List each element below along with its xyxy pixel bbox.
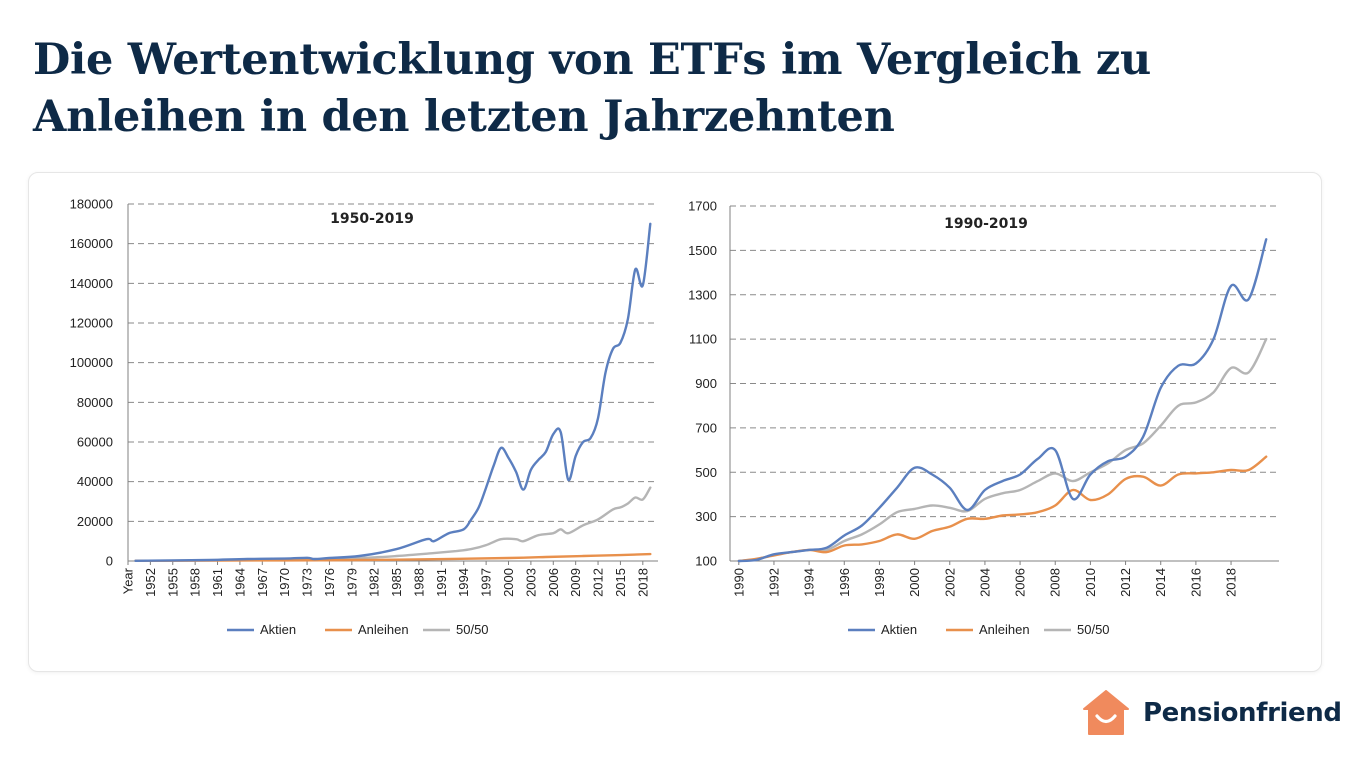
y-tick-label: 1300: [688, 287, 717, 302]
chart-1950-2019: 0 20000 40000 60000 80000 100000 120000 140000 1…: [70, 197, 658, 637]
series-line-aktien: [737, 238, 1268, 563]
x-tick-label: 1991: [434, 568, 449, 597]
y-tick-label: 0: [106, 554, 113, 569]
page-title: Die Wertentwicklung von ETFs im Vergleic…: [33, 35, 1151, 142]
x-tick-label: 1998: [872, 568, 887, 597]
x-tick-label: 1967: [255, 568, 270, 597]
x-tick-label: 1996: [837, 568, 852, 597]
y-tick-label: 60000: [77, 435, 113, 450]
x-tick-label: 1970: [277, 568, 292, 597]
x-tick-label: Year: [121, 567, 136, 594]
x-tick-label: 2008: [1048, 568, 1063, 597]
x-tick-label: 1990: [731, 568, 746, 597]
y-tick-label: 700: [695, 420, 717, 435]
y-tick-label: 100000: [70, 355, 113, 370]
x-tick-label: 2018: [1224, 568, 1239, 597]
brand-name: Pensionfriend: [1143, 698, 1342, 728]
x-tick-label: 1997: [479, 568, 494, 597]
y-tick-label: 900: [695, 376, 717, 391]
x-tick-label: 1958: [188, 568, 203, 597]
x-tick-label: 2015: [613, 568, 628, 597]
y-tick-label: 180000: [70, 197, 113, 212]
y-tick-label: 120000: [70, 316, 113, 331]
series-line-aktien: [134, 222, 652, 562]
x-tick-label: 1994: [802, 568, 817, 597]
x-tick-label: 2012: [591, 568, 606, 597]
chart-1990-2019: 100 300 500 700 900 1100 1300 1500 1700 1990 1992 1…: [688, 199, 1279, 637]
x-tick-label: 2018: [635, 568, 650, 597]
y-tick-label: 40000: [77, 474, 113, 489]
x-tick-label: 2000: [501, 568, 516, 597]
x-tick-label: 2000: [907, 568, 922, 597]
chart-title: 1950-2019: [330, 211, 414, 227]
y-tick-label: 160000: [70, 236, 113, 251]
y-tick-label: 300: [695, 509, 717, 524]
x-tick-label: 1973: [300, 568, 315, 597]
legend-label: 50/50: [456, 622, 489, 637]
x-tick-label: 2012: [1118, 568, 1133, 597]
x-tick-label: 2002: [942, 568, 957, 597]
x-tick-label: 1979: [344, 568, 359, 597]
series-line-anleihen: [134, 552, 652, 562]
y-tick-label: 80000: [77, 395, 113, 410]
x-tick-label: 1952: [143, 568, 158, 597]
y-tick-label: 20000: [77, 514, 113, 529]
x-tick-label: 2010: [1083, 568, 1098, 597]
legend-label: Anleihen: [979, 622, 1030, 637]
y-tick-label: 1500: [688, 243, 717, 258]
chart-card: 0 20000 40000 60000 80000 100000 120000 140000 1…: [28, 172, 1322, 672]
y-tick-label: 100: [695, 554, 717, 569]
x-tick-label: 1985: [389, 568, 404, 597]
y-tick-label: 140000: [70, 276, 113, 291]
series-line-50-50: [737, 337, 1268, 563]
y-tick-label: 1700: [688, 199, 717, 214]
brand[interactable]: Pensionfriend: [1082, 690, 1342, 736]
series-line-50-50: [134, 486, 652, 562]
chart-title: 1990-2019: [944, 216, 1028, 232]
legend-label: Anleihen: [358, 622, 409, 637]
x-tick-label: 1988: [412, 568, 427, 597]
y-tick-label: 1100: [689, 332, 717, 347]
legend-label: Aktien: [260, 622, 296, 637]
house-smile-icon: [1083, 690, 1129, 735]
x-tick-label: 1964: [232, 568, 247, 597]
legend-label: Aktien: [881, 622, 917, 637]
x-tick-label: 2009: [568, 568, 583, 597]
x-tick-label: 2004: [977, 568, 992, 597]
x-tick-label: 1992: [767, 568, 782, 597]
x-tick-label: 1982: [367, 568, 382, 597]
x-tick-label: 2006: [1013, 568, 1028, 597]
y-tick-label: 500: [695, 465, 717, 480]
x-tick-label: 1961: [210, 568, 225, 597]
x-tick-label: 2006: [546, 568, 561, 597]
series-line-anleihen: [737, 455, 1268, 563]
x-tick-label: 1976: [322, 568, 337, 597]
x-tick-label: 1955: [165, 568, 180, 597]
legend-label: 50/50: [1077, 622, 1110, 637]
x-tick-label: 2016: [1188, 568, 1203, 597]
charts-svg: 0 20000 40000 60000 80000 100000 120000 140000 1…: [70, 197, 1279, 637]
x-tick-label: 1994: [456, 568, 471, 597]
x-tick-label: 2014: [1153, 568, 1168, 597]
x-tick-label: 2003: [523, 568, 538, 597]
